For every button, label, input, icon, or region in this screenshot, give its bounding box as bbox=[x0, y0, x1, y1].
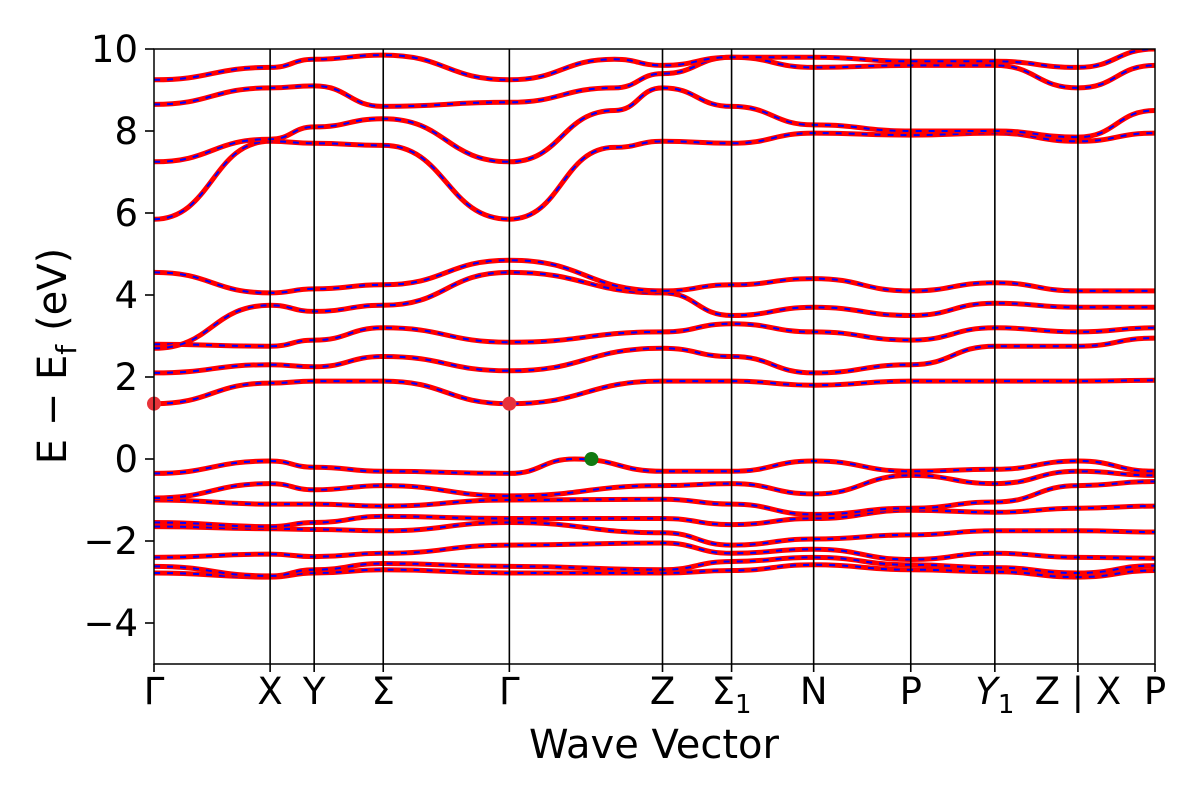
band-line-dashed-6 bbox=[154, 470, 1155, 499]
y-tick-label: 10 bbox=[91, 28, 138, 71]
y-tick-label: 0 bbox=[114, 438, 138, 481]
band-line-4 bbox=[154, 503, 1155, 530]
y-tick-label: 6 bbox=[114, 192, 138, 235]
vbm-point bbox=[584, 452, 599, 466]
band-line-14 bbox=[154, 85, 1155, 165]
band-line-9 bbox=[154, 335, 1155, 376]
y-tick-label: −4 bbox=[83, 602, 138, 645]
x-axis-ticks: Γ X Y Σ Γ Z Σ1 N P Y1 Z | X P bbox=[144, 664, 1166, 720]
y-axis-title-unit: (eV) bbox=[30, 248, 76, 331]
x-tick-label-11: P bbox=[1144, 670, 1166, 713]
band-line-12 bbox=[154, 257, 1155, 296]
band-line-7 bbox=[154, 456, 1155, 476]
band-line-13 bbox=[154, 130, 1155, 222]
x-tick-label-0: Γ bbox=[144, 670, 165, 713]
y-axis-title-subscript: f bbox=[50, 344, 83, 355]
band-line-dashed-8 bbox=[154, 379, 1155, 405]
x-tick-label-6: Σ1 bbox=[712, 670, 752, 720]
x-tick-label-7: N bbox=[800, 670, 828, 713]
x-tick-label-5: Z bbox=[650, 670, 675, 713]
x-tick-label-2: Y bbox=[302, 670, 326, 713]
band-line-dashed-1 bbox=[154, 556, 1155, 577]
y-tick-label: 2 bbox=[114, 356, 138, 399]
x-tick-label-10: Z | X bbox=[1035, 670, 1122, 713]
high-symmetry-lines bbox=[269, 49, 1079, 664]
band-line-8 bbox=[154, 377, 1155, 407]
band-line-dashed-14 bbox=[154, 86, 1155, 163]
extremum-markers bbox=[147, 396, 599, 466]
band-line-2 bbox=[154, 540, 1155, 563]
y-tick-label: 8 bbox=[114, 110, 138, 153]
x-tick-label-8: P bbox=[900, 670, 922, 713]
band-line-dashed-12 bbox=[154, 259, 1155, 294]
x-tick-label-1: X bbox=[257, 670, 282, 713]
x-tick-label-3: Σ bbox=[372, 670, 395, 713]
plot-frame bbox=[153, 48, 1156, 665]
band-line-dashed-13 bbox=[154, 132, 1155, 221]
bands-layer bbox=[154, 49, 1155, 580]
x-tick-label-9: Y1 bbox=[975, 670, 1014, 720]
band-line-10 bbox=[154, 321, 1155, 349]
band-line-6 bbox=[154, 468, 1155, 501]
y-axis-title: E − Ef (eV) bbox=[30, 248, 83, 465]
y-axis-ticks: −4 −2 0 2 4 6 8 10 bbox=[83, 28, 154, 645]
y-tick-label: −2 bbox=[83, 520, 138, 563]
y-axis-title-main: E − E bbox=[30, 355, 76, 465]
x-axis-title: Wave Vector bbox=[529, 722, 780, 768]
cbm-point bbox=[502, 396, 517, 411]
y-tick-label: 4 bbox=[114, 274, 138, 317]
x-tick-label-4: Γ bbox=[499, 670, 520, 713]
